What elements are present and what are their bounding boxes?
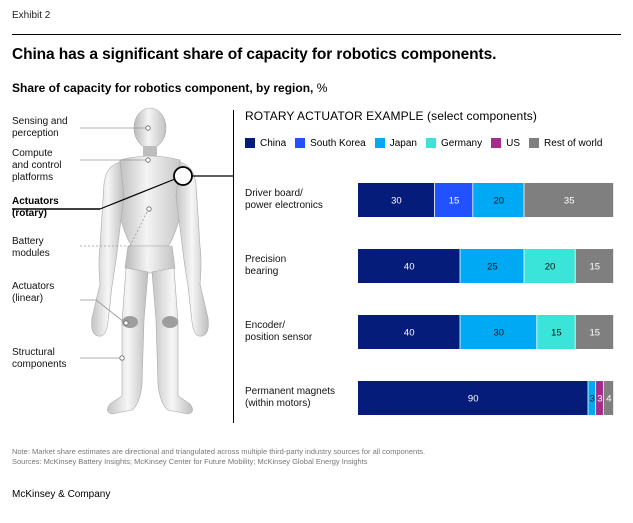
data-label: 25 (487, 262, 498, 273)
label-actuators-linear: Actuators (linear) (12, 281, 54, 305)
subtitle-text: Share of capacity for robotics component… (12, 81, 314, 95)
legend-swatch (529, 138, 540, 148)
label-rotary-text: Actuators (rotary) (12, 196, 59, 219)
brand-name: McKinsey & Company (12, 489, 111, 500)
data-label: 35 (564, 196, 575, 207)
row-label: Permanent magnets (within motors) (245, 386, 336, 409)
legend: China South Korea Japan Germany US Rest of wo… (245, 136, 611, 150)
legend-label: Germany (441, 137, 483, 149)
label-battery-modules: Battery modules (12, 236, 50, 260)
robot-callout-dots (119, 125, 152, 361)
rotary-actuator-callout (12, 166, 233, 210)
legend-swatch (374, 138, 385, 148)
chart-subtitle: Share of capacity for robotics component… (12, 81, 327, 95)
label-battery-text: Battery modules (12, 236, 50, 259)
legend-item-china: China (245, 138, 286, 149)
bar-segment-china (358, 381, 588, 415)
data-label: 15 (551, 328, 562, 339)
panel-divider (233, 110, 234, 423)
data-label: 20 (494, 196, 505, 207)
bar-segment-japan (460, 315, 537, 349)
subtitle-unit: % (313, 81, 328, 95)
top-rule (12, 34, 621, 35)
exhibit-number: Exhibit 2 (12, 10, 51, 21)
data-label: 30 (494, 328, 505, 339)
note-text: Note: Market share estimates are directi… (12, 447, 426, 456)
bar-segment-japan (588, 381, 596, 415)
robot-callouts (80, 127, 149, 359)
robot-body (91, 107, 209, 415)
data-label: 3 (597, 394, 602, 405)
bar-segment-japan (460, 249, 524, 283)
legend-label: China (260, 137, 287, 149)
data-label: 40 (404, 328, 415, 339)
legend-item-japan: Japan (374, 137, 417, 149)
data-label: 40 (404, 262, 415, 273)
legend-label: US (506, 137, 521, 149)
legend-label: Rest of world (544, 137, 603, 149)
data-label: 30 (391, 196, 402, 207)
chart-title: China has a significant share of capacit… (12, 46, 497, 63)
legend-item-us: US (491, 138, 520, 149)
legend-label: South Korea (310, 137, 366, 149)
legend-item-germany: Germany (426, 138, 482, 149)
bar-segment-rest-of-world (575, 249, 614, 283)
bar-segment-rest-of-world (524, 183, 614, 217)
data-label: 20 (545, 262, 556, 273)
data-label: 15 (449, 196, 460, 207)
data-label: 90 (468, 394, 479, 405)
bar-segment-china (358, 315, 460, 349)
bar-segment-us (596, 381, 603, 415)
data-label: 4 (606, 394, 611, 405)
legend-swatch (245, 138, 255, 148)
row-label: Encoder/ position sensor (245, 320, 313, 343)
legend-swatch (426, 138, 436, 148)
label-compute-text: Compute and control platforms (12, 148, 62, 183)
label-structural-components: Structural components (12, 347, 66, 371)
label-structural-text: Structural components (12, 347, 67, 370)
row-label: Precision bearing (245, 254, 287, 277)
bar-segment-germany (537, 315, 575, 349)
label-linear-text: Actuators (linear) (12, 281, 55, 304)
legend-label: Japan (389, 137, 417, 149)
legend-swatch (295, 138, 306, 148)
label-sensing-perception: Sensing and perception (12, 116, 68, 140)
data-label: 3 (590, 394, 595, 405)
row-label: Driver board/ power electronics (245, 188, 323, 211)
label-sensing-text: Sensing and perception (12, 116, 68, 139)
bar-segment-china (358, 249, 460, 283)
label-actuators-rotary: Actuators (rotary) (12, 196, 59, 220)
data-label: 15 (590, 328, 601, 339)
bar-segment-rest-of-world (603, 381, 614, 415)
legend-item-south-korea: South Korea (295, 138, 366, 149)
label-compute-control: Compute and control platforms (12, 148, 61, 184)
bar-segment-china (358, 183, 434, 217)
sources-text: Sources: McKinsey Battery Insights; McKi… (12, 457, 368, 466)
panel-title: ROTARY ACTUATOR EXAMPLE (select componen… (245, 109, 537, 123)
legend-swatch (491, 138, 502, 148)
footnote: Note: Market share estimates are directi… (12, 447, 425, 467)
legend-item-rest-of-world: Rest of world (529, 138, 602, 149)
bar-segment-south-korea (434, 183, 473, 217)
bar-segment-japan (473, 183, 524, 217)
data-label: 15 (590, 262, 601, 273)
bar-segment-rest-of-world (575, 315, 614, 349)
bar-segment-germany (524, 249, 575, 283)
